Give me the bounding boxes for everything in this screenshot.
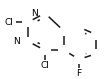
Text: F: F bbox=[77, 69, 82, 78]
Text: N: N bbox=[14, 37, 20, 46]
Text: N: N bbox=[31, 9, 37, 18]
Text: Cl: Cl bbox=[4, 18, 13, 27]
Text: Cl: Cl bbox=[41, 61, 49, 70]
